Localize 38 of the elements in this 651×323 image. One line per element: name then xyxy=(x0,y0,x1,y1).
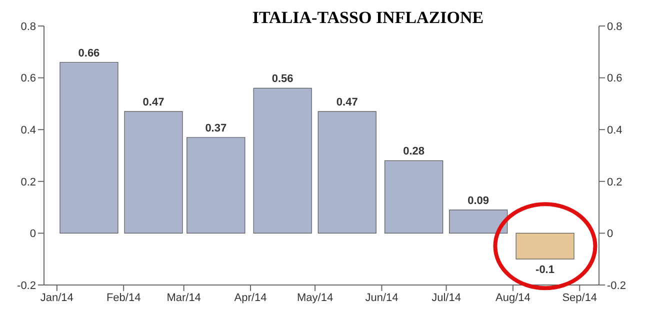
y2-tick-label: -0.2 xyxy=(607,280,626,292)
y-tick-label: 0.4 xyxy=(20,124,36,137)
y2-tick-label: 0.6 xyxy=(607,72,622,85)
data-label: 0.28 xyxy=(403,146,425,158)
y2-tick-label: 0.4 xyxy=(607,124,622,137)
bar xyxy=(60,62,118,234)
bar xyxy=(253,88,312,234)
bar xyxy=(384,160,444,234)
y2-tick-label: 0.8 xyxy=(607,20,622,33)
x-tick-label: Jan/14 xyxy=(40,292,74,304)
bar xyxy=(124,111,183,234)
bar xyxy=(449,210,508,234)
x-tick-label: Jun/14 xyxy=(365,292,398,304)
data-label: 0.47 xyxy=(336,96,358,108)
y-tick-label: 0.2 xyxy=(20,176,36,188)
x-tick-label: Mar/14 xyxy=(166,292,201,304)
x-tick-label: Aug/14 xyxy=(496,292,530,304)
data-label: 0.56 xyxy=(272,73,294,86)
y-tick-label: 0.6 xyxy=(20,72,36,85)
data-label: 0.47 xyxy=(142,96,164,108)
data-label: -0.1 xyxy=(536,264,555,276)
y-tick-label: 0 xyxy=(30,228,36,240)
y2-tick-label: 0 xyxy=(607,228,614,240)
data-label: 0.66 xyxy=(78,47,100,60)
x-tick-label: Jul/14 xyxy=(432,292,461,304)
bar xyxy=(186,137,246,234)
y2-tick-label: 0.2 xyxy=(607,176,622,188)
data-label: 0.37 xyxy=(205,122,227,134)
x-tick-label: Feb/14 xyxy=(106,292,141,304)
bar xyxy=(516,232,574,260)
bar xyxy=(318,111,376,234)
y-tick-label: 0.8 xyxy=(20,20,36,33)
chart-title: ITALIA-TASSO INFLAZIONE xyxy=(251,8,485,28)
x-tick-label: Sep/14 xyxy=(562,292,598,304)
x-tick-label: May/14 xyxy=(297,292,334,304)
data-label: 0.09 xyxy=(468,194,490,207)
y-tick-label: -0.2 xyxy=(17,280,36,292)
x-tick-label: Apr/14 xyxy=(234,292,267,304)
